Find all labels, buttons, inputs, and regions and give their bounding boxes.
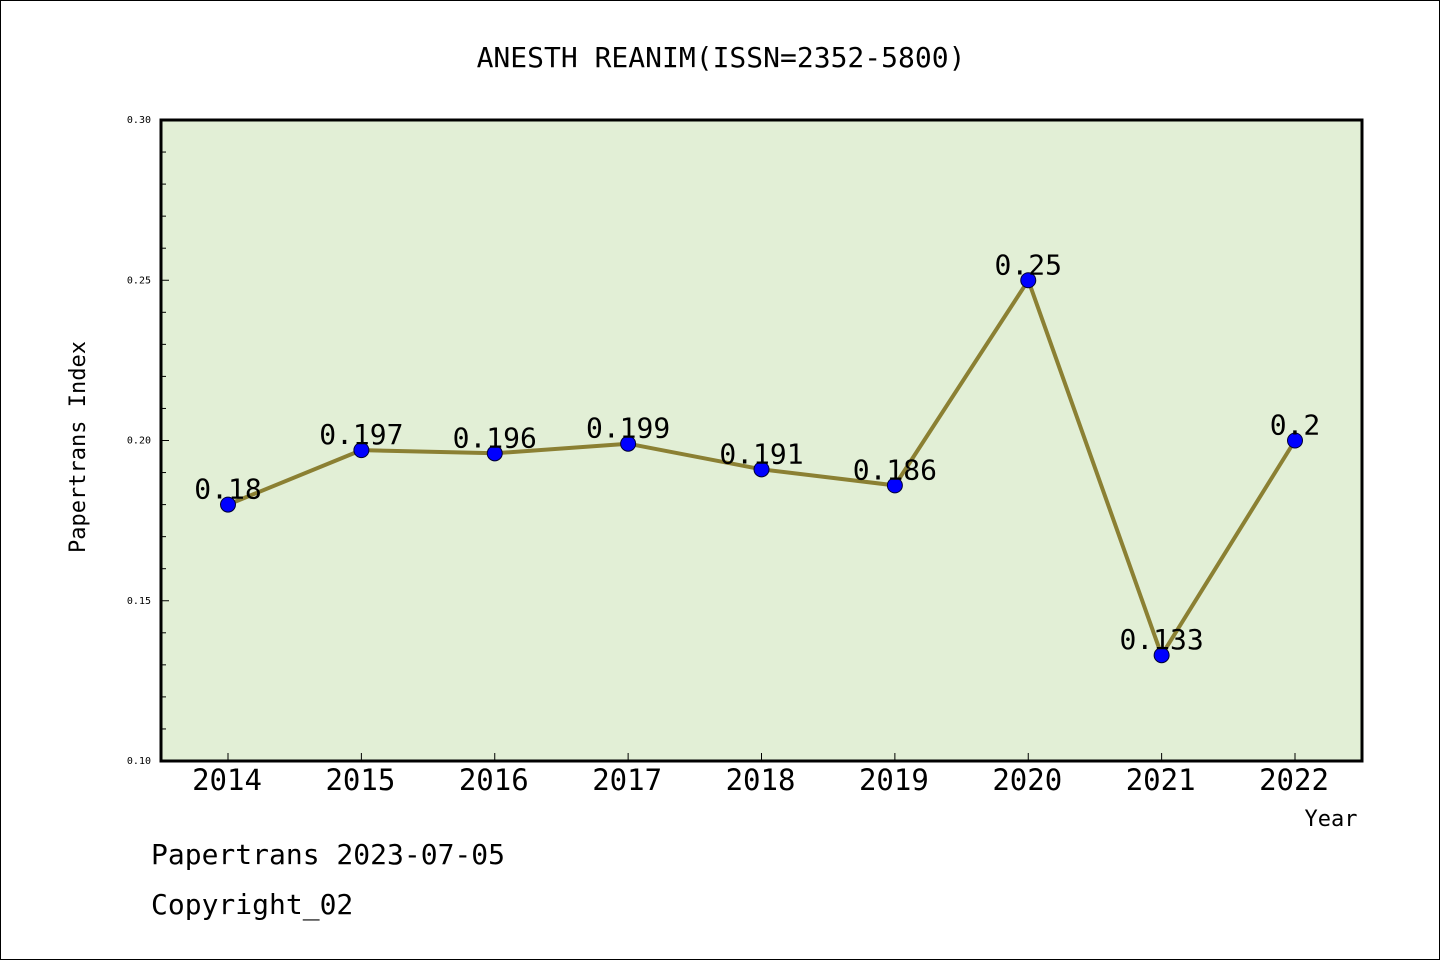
data-point <box>620 435 637 452</box>
data-point <box>1287 432 1303 449</box>
data-label: 0.186 <box>853 453 937 486</box>
x-tick-label: 2020 <box>992 763 1062 797</box>
y-tick-label: 0.10 <box>127 756 151 767</box>
data-label: 0.133 <box>1119 623 1203 656</box>
data-point <box>220 496 236 513</box>
data-point <box>486 445 503 462</box>
x-tick-label: 2018 <box>726 763 796 797</box>
y-tick-label: 0.25 <box>127 275 151 286</box>
x-tick-label: 2017 <box>592 763 662 797</box>
data-label: 0.197 <box>319 418 403 451</box>
y-tick-label: 0.30 <box>127 115 151 126</box>
footer-date: Papertrans 2023-07-05 <box>151 838 505 871</box>
y-tick-label: 0.15 <box>127 596 151 607</box>
data-label: 0.196 <box>453 421 537 454</box>
data-point <box>353 442 370 459</box>
footer-copyright: Copyright_02 <box>151 888 353 922</box>
x-tick-label: 2015 <box>325 763 395 797</box>
x-tick-label: 2022 <box>1259 763 1329 797</box>
x-tick-label: 2021 <box>1126 763 1196 797</box>
plot-border <box>159 118 1364 763</box>
x-axis-label: Year <box>1305 807 1358 832</box>
data-point <box>753 461 770 478</box>
data-label: 0.2 <box>1270 409 1321 442</box>
data-label: 0.25 <box>995 248 1062 281</box>
data-point <box>1153 647 1170 664</box>
data-labels: 0.18 0.197 0.196 0.199 0.191 0.186 0.25 0.133 0.… <box>194 248 1320 656</box>
x-tick-label: 2019 <box>859 763 929 797</box>
data-markers <box>220 272 1303 664</box>
data-point <box>886 477 903 494</box>
chart-title: ANESTH REANIM(ISSN=2352-5800) <box>477 41 966 74</box>
x-tick-label: 2016 <box>459 763 529 797</box>
y-tick-label: 0.20 <box>127 436 151 447</box>
data-label: 0.199 <box>586 412 670 445</box>
y-axis-label: Papertrans Index <box>66 341 91 553</box>
x-tick-label: 2014 <box>192 763 262 797</box>
x-axis: 2014 2015 2016 2017 2018 2019 2020 2021 2022 <box>192 753 1329 797</box>
data-point <box>1020 272 1037 289</box>
data-label: 0.18 <box>194 473 261 506</box>
data-label: 0.191 <box>719 437 803 470</box>
